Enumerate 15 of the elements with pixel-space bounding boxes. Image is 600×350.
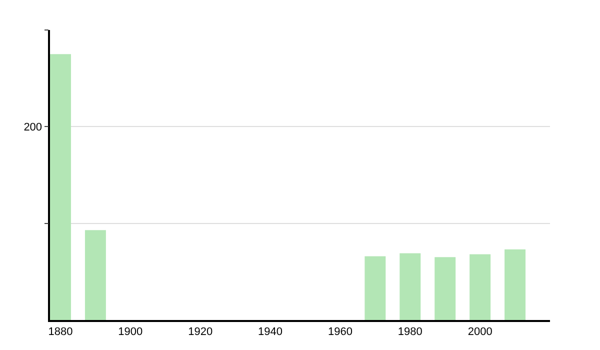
bar [504,249,526,320]
x-tick-label: 1940 [258,326,283,338]
bar [84,230,106,320]
bar [470,254,491,320]
y-tick-label: 200 [24,122,42,134]
x-tick-label: 1980 [398,326,422,338]
x-tick-label: 1960 [328,326,352,338]
bar [364,256,386,320]
bar [400,253,421,320]
x-tick-label: 1880 [48,326,73,338]
x-tick-label: 2000 [468,326,492,338]
x-tick-label: 1900 [118,326,143,338]
bar [434,257,456,320]
x-tick-label: 1920 [188,326,213,338]
bar [50,54,71,320]
